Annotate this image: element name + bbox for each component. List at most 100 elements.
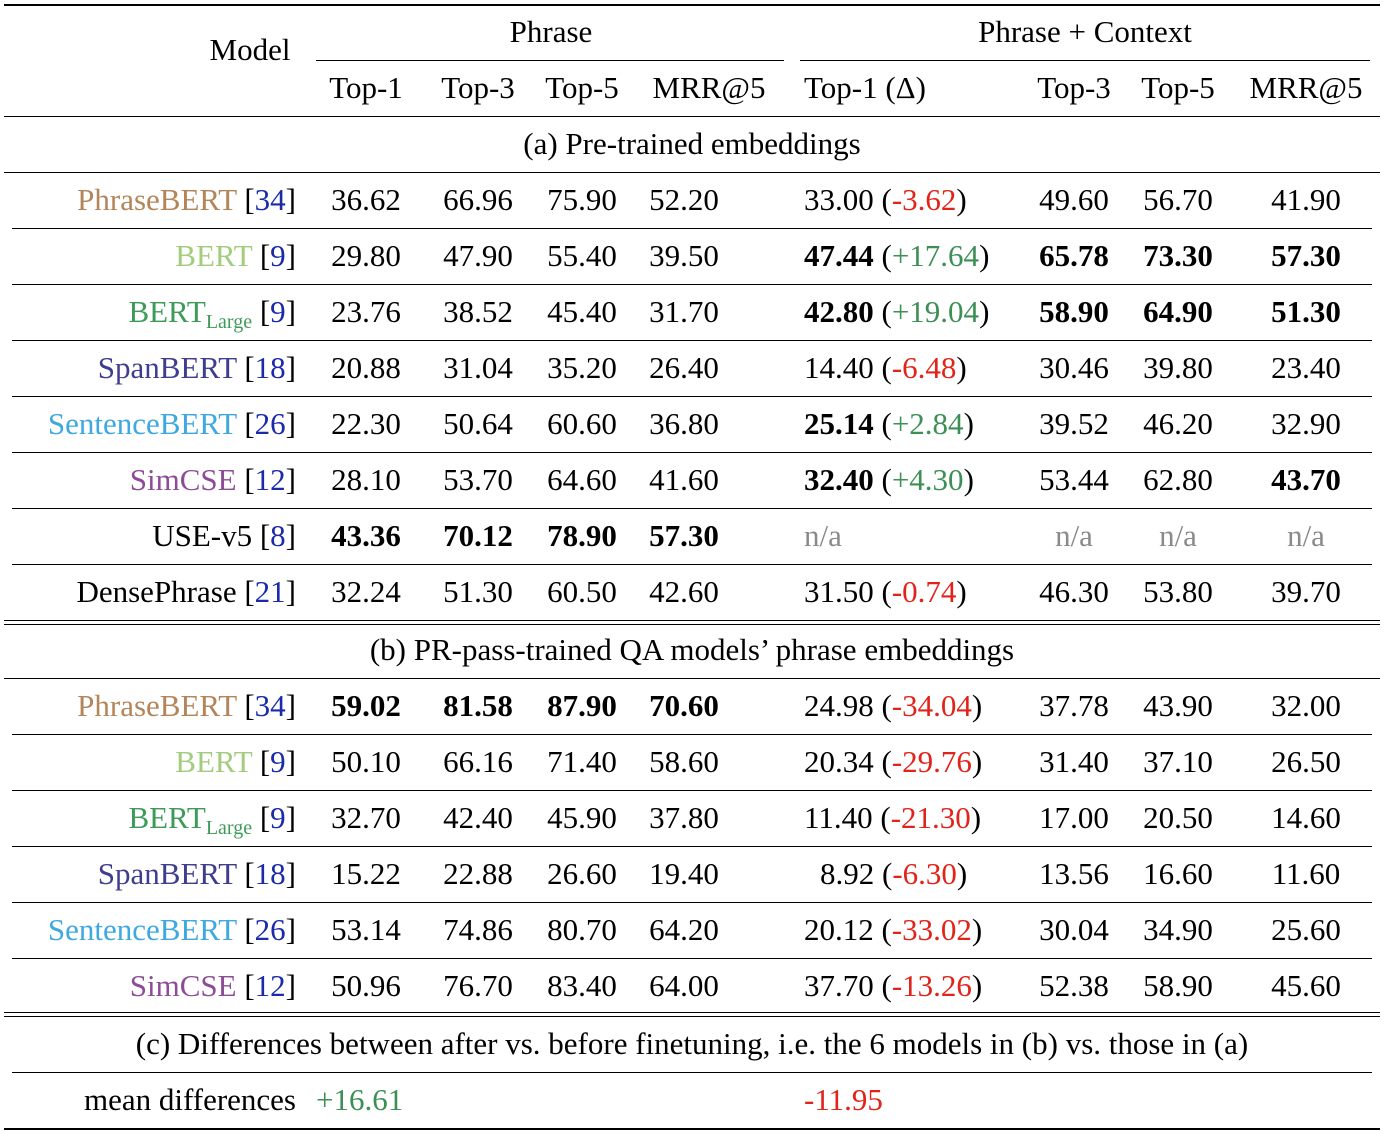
model-cell: BERTLarge [9] bbox=[128, 294, 296, 333]
phrase-value: 64.20 bbox=[649, 912, 719, 947]
model-cell: SpanBERT [18] bbox=[97, 856, 296, 891]
header-model: Model bbox=[209, 32, 291, 67]
header-p-top3: Top-3 bbox=[441, 70, 515, 105]
row-separator bbox=[12, 340, 1372, 341]
context-top1: 37.70 bbox=[804, 968, 874, 1003]
context-top1-cell: 14.40 (-6.48) bbox=[804, 350, 967, 385]
context-group-rule bbox=[800, 60, 1370, 61]
context-value: 20.50 bbox=[1143, 800, 1213, 835]
context-top1: 31.50 bbox=[804, 574, 874, 609]
model-name: BERT bbox=[175, 238, 253, 273]
context-top1: 14.40 bbox=[804, 350, 874, 385]
phrase-value: 39.50 bbox=[649, 238, 719, 273]
context-value: 49.60 bbox=[1039, 182, 1109, 217]
section-b-double-rule-2 bbox=[4, 624, 1380, 625]
context-top1-cell: 31.50 (-0.74) bbox=[804, 574, 967, 609]
delta-value: +4.30 bbox=[891, 462, 964, 497]
header-c-top3: Top-3 bbox=[1037, 70, 1111, 105]
row-separator bbox=[12, 958, 1372, 959]
mean-differences-label: mean differences bbox=[83, 1082, 296, 1117]
context-value: 46.30 bbox=[1039, 574, 1109, 609]
model-name: DensePhrase bbox=[76, 574, 237, 609]
row-separator bbox=[12, 734, 1372, 735]
phrase-value: 74.86 bbox=[443, 912, 513, 947]
phrase-value: 76.70 bbox=[443, 968, 513, 1003]
context-value: 32.00 bbox=[1271, 688, 1341, 723]
delta-value: -21.30 bbox=[890, 800, 971, 835]
phrase-value: 50.10 bbox=[331, 744, 401, 779]
row-separator bbox=[12, 902, 1372, 903]
table-row: BERTLarge [9] 23.76 38.52 45.40 31.70 42.80 (… bbox=[0, 284, 1384, 340]
phrase-value: 50.64 bbox=[443, 406, 513, 441]
context-value: 52.38 bbox=[1039, 968, 1109, 1003]
phrase-value: 75.90 bbox=[547, 182, 617, 217]
context-top1: 8.92 bbox=[820, 856, 875, 891]
model-cell: SimCSE [12] bbox=[129, 462, 296, 497]
context-value: 39.70 bbox=[1271, 574, 1341, 609]
model-name: USE-v5 bbox=[152, 518, 253, 553]
context-top1: 42.80 bbox=[804, 294, 874, 329]
citation-ref: 18 bbox=[254, 350, 286, 385]
context-value: 14.60 bbox=[1271, 800, 1341, 835]
delta-value: -3.62 bbox=[891, 182, 957, 217]
context-value: 57.30 bbox=[1271, 238, 1341, 273]
phrase-value: 42.40 bbox=[443, 800, 513, 835]
citation-ref: 9 bbox=[270, 238, 286, 273]
context-value: 53.80 bbox=[1143, 574, 1213, 609]
model-name: BERT bbox=[128, 294, 206, 329]
table-row: PhraseBERT [34] 36.62 66.96 75.90 52.20 33.00… bbox=[0, 172, 1384, 228]
table-row: DensePhrase [21] 32.24 51.30 60.50 42.60 31.5… bbox=[0, 564, 1384, 620]
header-p-top5: Top-5 bbox=[545, 70, 619, 105]
context-value: 64.90 bbox=[1143, 294, 1213, 329]
row-separator bbox=[12, 452, 1372, 453]
phrase-value: 80.70 bbox=[547, 912, 617, 947]
model-cell: BERT [9] bbox=[175, 238, 296, 273]
context-value: 37.78 bbox=[1039, 688, 1109, 723]
context-top1: 33.00 bbox=[804, 182, 874, 217]
model-cell: SentenceBERT [26] bbox=[47, 912, 296, 947]
phrase-value: 28.10 bbox=[331, 462, 401, 497]
phrase-value: 53.14 bbox=[331, 912, 401, 947]
context-value: n/a bbox=[1055, 518, 1093, 553]
context-top1-cell: 32.40 (+4.30) bbox=[804, 462, 974, 497]
table-row: SimCSE [12] 50.96 76.70 83.40 64.00 37.70 (-1… bbox=[0, 958, 1384, 1014]
context-value: 25.60 bbox=[1271, 912, 1341, 947]
model-cell: PhraseBERT [34] bbox=[77, 182, 296, 217]
context-top1-cell: 20.12 (-33.02) bbox=[804, 912, 983, 947]
context-top1: 47.44 bbox=[804, 238, 874, 273]
mean-diff-context: -11.95 bbox=[804, 1082, 883, 1117]
model-cell: SentenceBERT [26] bbox=[47, 406, 296, 441]
model-name: SimCSE bbox=[129, 968, 237, 1003]
citation-ref: 26 bbox=[254, 912, 286, 947]
row-separator bbox=[12, 846, 1372, 847]
citation-ref: 8 bbox=[270, 518, 286, 553]
phrase-value: 78.90 bbox=[547, 518, 617, 553]
phrase-value: 31.70 bbox=[649, 294, 719, 329]
context-value: 26.50 bbox=[1271, 744, 1341, 779]
model-name: SpanBERT bbox=[97, 350, 237, 385]
model-name: PhraseBERT bbox=[77, 688, 237, 723]
model-name: SpanBERT bbox=[97, 856, 237, 891]
header-p-mrr: MRR@5 bbox=[652, 70, 766, 105]
context-value: n/a bbox=[1287, 518, 1325, 553]
phrase-group-rule bbox=[316, 60, 784, 61]
model-cell: SpanBERT [18] bbox=[97, 350, 296, 385]
context-top1: 20.34 bbox=[804, 744, 874, 779]
row-separator bbox=[12, 228, 1372, 229]
table-row: SpanBERT [18] 15.22 22.88 26.60 19.40 8.92 (-… bbox=[0, 846, 1384, 902]
context-top1: 11.40 bbox=[804, 800, 873, 835]
phrase-value: 29.80 bbox=[331, 238, 401, 273]
context-top1: 32.40 bbox=[804, 462, 874, 497]
phrase-value: 32.70 bbox=[331, 800, 401, 835]
delta-value: -0.74 bbox=[891, 574, 957, 609]
context-value: 43.90 bbox=[1143, 688, 1213, 723]
context-value: 39.52 bbox=[1039, 406, 1109, 441]
phrase-value: 57.30 bbox=[649, 518, 719, 553]
phrase-value: 20.88 bbox=[331, 350, 401, 385]
citation-ref: 9 bbox=[270, 294, 286, 329]
phrase-value: 22.30 bbox=[331, 406, 401, 441]
phrase-value: 47.90 bbox=[443, 238, 513, 273]
section-c-title: (c) Differences between after vs. before… bbox=[135, 1026, 1249, 1061]
context-value: 46.20 bbox=[1143, 406, 1213, 441]
model-name: SimCSE bbox=[129, 462, 237, 497]
